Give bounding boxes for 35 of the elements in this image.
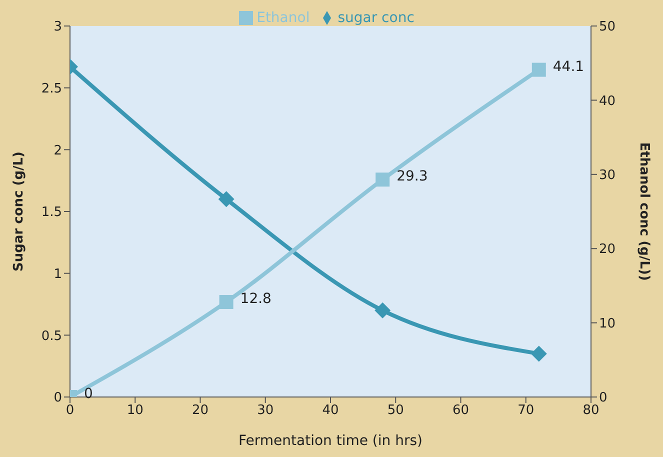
x-tick-label: 10 — [126, 403, 144, 418]
y-axis-title: Sugar conc (g/L) — [12, 152, 27, 272]
point — [530, 346, 547, 362]
data-label: 12.8 — [240, 291, 272, 308]
x-tick-label: 80 — [582, 403, 600, 418]
legend-label: sugar conc — [338, 10, 414, 26]
point — [374, 302, 391, 318]
y2-tick-label: 0 — [599, 390, 608, 406]
x-tick-label: 60 — [452, 403, 470, 418]
y-tick-label: 0.5 — [41, 328, 62, 344]
x-axis-title: Fermentation time (in hrs) — [238, 433, 423, 449]
y-tick-label: 2 — [54, 143, 62, 158]
data-label: 44.1 — [552, 58, 584, 75]
point — [376, 172, 390, 187]
y2-tick-label: 10 — [599, 316, 616, 332]
y-tick-label: 3 — [54, 20, 62, 35]
y2-tick-label: 20 — [599, 242, 616, 258]
legend-label: Ethanol — [256, 10, 310, 26]
x-tick-label: 30 — [257, 403, 274, 418]
x-tick-label: 70 — [518, 403, 534, 418]
x-tick-label: 20 — [192, 403, 209, 418]
y2-tick-label: 50 — [599, 20, 616, 35]
y-tick-label: 1.5 — [41, 205, 62, 220]
point — [219, 295, 234, 310]
point — [532, 62, 546, 77]
x-tick-label: 0 — [66, 403, 74, 418]
y2-tick-label: 40 — [599, 94, 616, 109]
x-tick-label: 50 — [387, 403, 404, 418]
y-tick-label: 1 — [54, 266, 62, 282]
y2-tick-label: 30 — [599, 168, 616, 184]
data-label: 29.3 — [396, 168, 428, 185]
y-tick-label: 2.5 — [41, 81, 62, 96]
y2-axis-title: Ethanol conc (g/L)) — [636, 142, 652, 281]
y-tick-label: 0 — [54, 390, 62, 406]
x-tick-label: 40 — [322, 403, 339, 418]
